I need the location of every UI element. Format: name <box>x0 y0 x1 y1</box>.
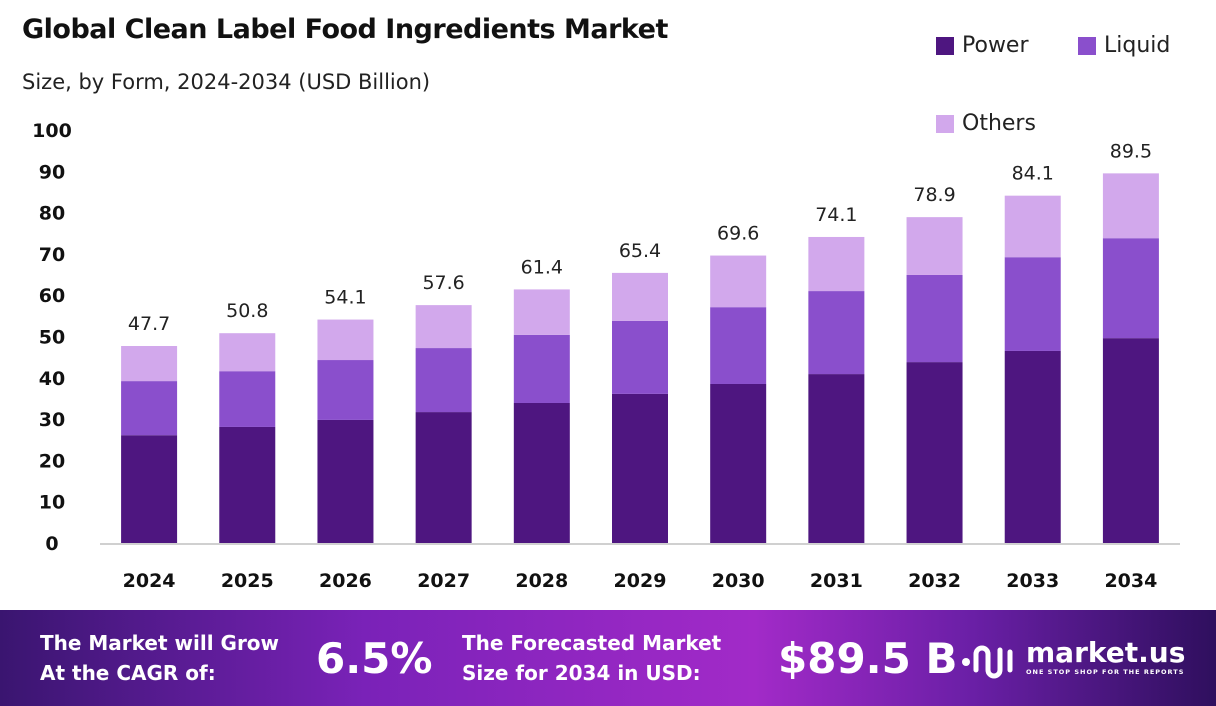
x-tick-label: 2034 <box>1104 570 1157 592</box>
data-label-total: 89.5 <box>1110 140 1152 162</box>
data-label-total: 84.1 <box>1012 163 1054 185</box>
data-label-total: 57.6 <box>422 272 464 294</box>
x-tick-label: 2033 <box>1006 570 1059 592</box>
bar-segment-power <box>1102 338 1159 543</box>
bar-segment-liquid <box>219 371 276 427</box>
data-label-total: 65.4 <box>619 240 661 262</box>
bar-segment-liquid <box>906 274 963 363</box>
chart-subtitle: Size, by Form, 2024-2034 (USD Billion) <box>22 70 431 94</box>
legend-label: Others <box>962 111 1036 136</box>
bar-segment-others <box>710 255 767 308</box>
bar-segment-power <box>415 412 472 543</box>
forecast-label-line: Size for 2034 in USD: <box>462 661 701 685</box>
x-tick-label: 2026 <box>319 570 372 592</box>
legend-item-others: Others <box>936 111 1036 136</box>
brand-name: market.us <box>1026 636 1186 669</box>
bar-segment-power <box>513 402 570 543</box>
legend-item-power: Power <box>936 33 1029 58</box>
bar-segment-liquid <box>1004 257 1061 351</box>
y-tick-label: 20 <box>39 450 65 472</box>
bar-segment-power <box>219 426 276 543</box>
x-tick-label: 2027 <box>417 570 470 592</box>
bar-segment-liquid <box>317 360 374 420</box>
bar-segment-liquid <box>612 320 668 394</box>
y-tick-label: 30 <box>39 409 65 431</box>
forecast-value: $89.5 B <box>778 634 958 683</box>
data-label-total: 78.9 <box>913 184 955 206</box>
x-tick-label: 2024 <box>123 570 176 592</box>
bar-segment-power <box>317 419 374 543</box>
legend-item-liquid: Liquid <box>1078 33 1170 58</box>
bar-segment-others <box>906 217 963 275</box>
bar-segment-power <box>808 374 865 543</box>
y-tick-label: 60 <box>39 285 65 307</box>
chart-title: Global Clean Label Food Ingredients Mark… <box>22 14 668 45</box>
bar-segment-others <box>415 305 472 349</box>
bar-segment-liquid <box>808 291 865 375</box>
bar-segment-others <box>612 272 668 321</box>
x-tick-label: 2029 <box>614 570 667 592</box>
x-tick-label: 2031 <box>810 570 863 592</box>
data-label-total: 50.8 <box>226 300 268 322</box>
legend-swatch-others <box>936 114 954 133</box>
stacked-bar-chart: 010203040506070809010047.7202450.8202554… <box>32 120 1180 592</box>
cagr-label-line: At the CAGR of: <box>40 661 216 685</box>
legend-label: Power <box>962 33 1029 58</box>
data-label-total: 69.6 <box>717 223 759 245</box>
bar-segment-others <box>317 319 374 361</box>
market-us-logo-icon <box>962 645 1013 679</box>
brand-tagline: ONE STOP SHOP FOR THE REPORTS <box>1026 668 1185 676</box>
y-tick-label: 100 <box>32 120 72 142</box>
forecast-label: The Forecasted Market Size for 2034 in U… <box>462 628 721 688</box>
y-tick-label: 10 <box>39 492 65 514</box>
legend-swatch-power <box>936 36 954 55</box>
bar-segment-liquid <box>415 348 472 413</box>
bar-segment-liquid <box>710 307 767 384</box>
brand-logo: market.us ONE STOP SHOP FOR THE REPORTS <box>1026 636 1186 677</box>
y-tick-label: 40 <box>39 368 65 390</box>
data-label-total: 47.7 <box>128 313 170 335</box>
x-tick-label: 2030 <box>712 570 765 592</box>
bar-segment-liquid <box>121 381 178 436</box>
x-tick-label: 2028 <box>515 570 568 592</box>
x-tick-label: 2032 <box>908 570 961 592</box>
y-tick-label: 70 <box>39 244 65 266</box>
bar-segment-liquid <box>1102 238 1159 339</box>
bar-segment-power <box>121 435 178 543</box>
y-tick-label: 80 <box>39 203 65 225</box>
legend-swatch-liquid <box>1078 36 1096 55</box>
bar-segment-others <box>513 289 570 335</box>
cagr-value: 6.5% <box>316 634 433 683</box>
cagr-label: The Market will Grow At the CAGR of: <box>40 628 279 688</box>
bar-segment-power <box>906 362 963 543</box>
data-label-total: 61.4 <box>521 256 563 278</box>
y-tick-label: 50 <box>39 327 65 349</box>
footer-banner: The Market will Grow At the CAGR of: 6.5… <box>0 610 1216 706</box>
bar-segment-liquid <box>513 334 570 403</box>
bar-segment-others <box>219 333 276 372</box>
bar-segment-others <box>1102 173 1159 239</box>
data-label-total: 54.1 <box>324 287 366 309</box>
forecast-label-line: The Forecasted Market <box>462 631 722 655</box>
data-label-total: 74.1 <box>815 204 857 226</box>
bar-segment-power <box>710 383 767 543</box>
bar-segment-others <box>1004 195 1061 258</box>
bar-segment-power <box>1004 350 1061 543</box>
x-tick-label: 2025 <box>221 570 274 592</box>
y-tick-label: 90 <box>39 161 65 183</box>
legend-label: Liquid <box>1104 33 1171 58</box>
y-tick-label: 0 <box>45 533 58 555</box>
bar-segment-others <box>121 345 178 382</box>
bar-segment-others <box>808 236 865 292</box>
cagr-label-line: The Market will Grow <box>40 631 280 655</box>
bar-segment-power <box>612 393 668 543</box>
